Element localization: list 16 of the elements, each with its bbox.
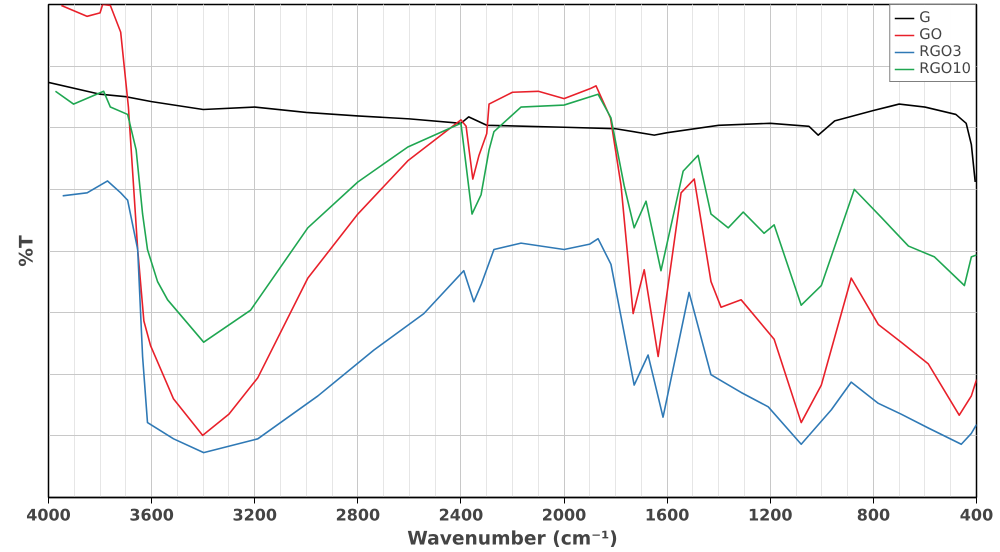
legend-label: RGO10	[919, 60, 971, 77]
x-tick-label: 3200	[232, 506, 277, 524]
x-tick-label: 2800	[336, 506, 380, 524]
x-tick-label: 4000	[26, 506, 71, 524]
x-tick-label: 400	[960, 506, 994, 524]
x-axis-title: Wavenumber (cm⁻¹)	[407, 528, 618, 550]
x-tick-label: 1200	[748, 506, 793, 524]
x-tick-label: 1600	[644, 506, 690, 524]
legend-label: G	[919, 9, 932, 26]
y-axis-title: %T	[16, 235, 38, 267]
legend-label: GO	[919, 26, 942, 43]
x-tick-label: 800	[856, 506, 890, 524]
x-tick-label: 2400	[438, 506, 484, 524]
x-tick-label: 2000	[542, 506, 586, 524]
legend-label: RGO3	[919, 43, 962, 60]
x-tick-label: 3600	[129, 506, 174, 524]
